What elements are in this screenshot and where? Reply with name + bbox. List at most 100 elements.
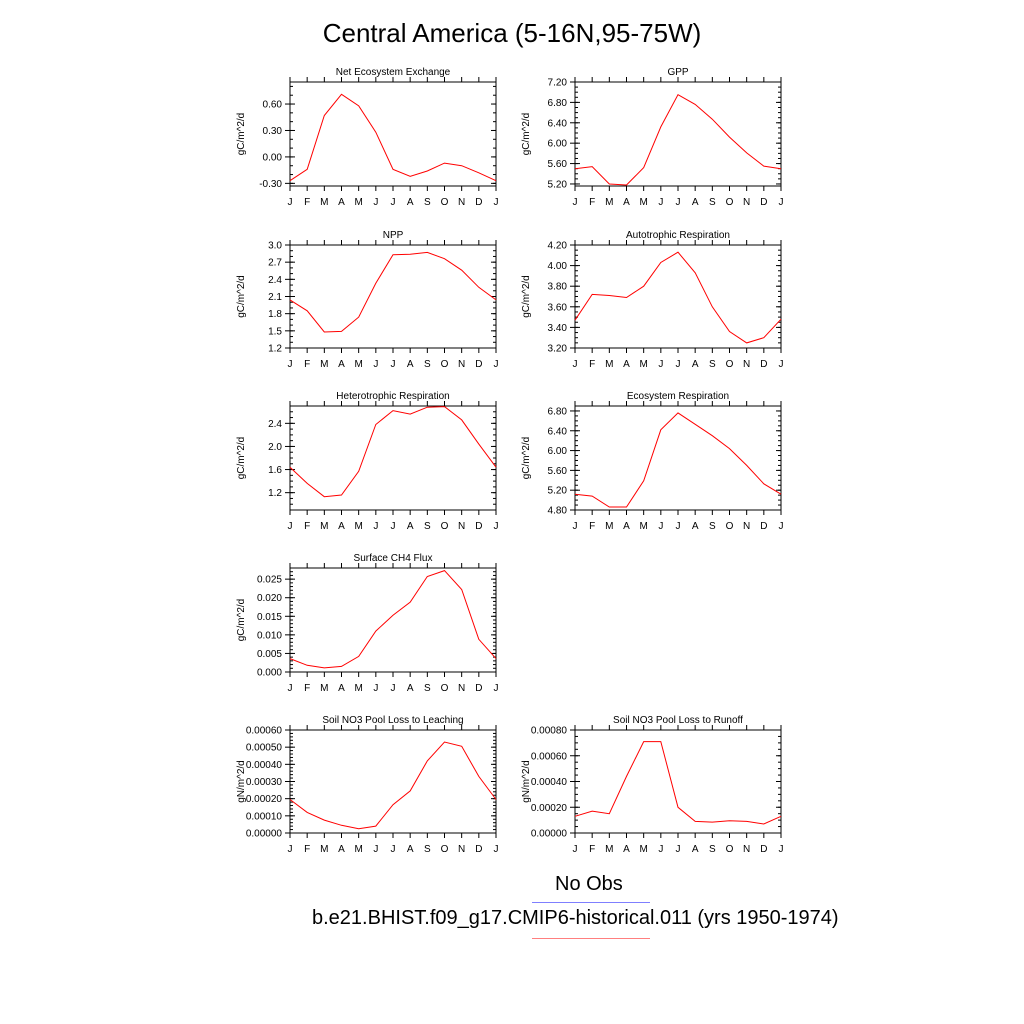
y-tick-label: 0.30: [263, 126, 283, 137]
x-tick-label: S: [424, 197, 431, 208]
x-tick-label: M: [320, 197, 328, 208]
y-tick-label: 5.60: [548, 159, 568, 170]
y-tick-label: 0.025: [257, 575, 282, 586]
y-tick-label: 3.80: [548, 282, 568, 293]
x-tick-label: M: [354, 197, 362, 208]
x-tick-label: A: [623, 359, 630, 370]
x-tick-label: J: [573, 844, 578, 855]
x-tick-label: J: [373, 359, 378, 370]
y-tick-label: 6.00: [548, 446, 568, 457]
plot-frame: [289, 81, 497, 187]
chart-panel-6: Ecosystem Respiration gC/m^2/d 6.80 6.40 6.0…: [521, 391, 784, 532]
y-tick-label: 0.00000: [246, 829, 283, 840]
y-tick-label: 2.0: [268, 442, 282, 453]
y-tick-label: 0.00030: [246, 777, 283, 788]
chart-title: Soil NO3 Pool Loss to Leaching: [322, 715, 463, 726]
x-tick-label: J: [391, 521, 396, 532]
x-tick-label: M: [354, 521, 362, 532]
plot-frame: [574, 729, 782, 834]
x-tick-label: A: [692, 197, 699, 208]
x-tick-label: J: [658, 197, 663, 208]
x-tick-label: N: [743, 521, 750, 532]
x-tick-label: D: [475, 197, 482, 208]
y-tick-label: 7.20: [548, 78, 568, 89]
x-tick-label: M: [320, 521, 328, 532]
y-tick-label: 0.60: [263, 100, 283, 111]
y-tick-label: 3.60: [548, 302, 568, 313]
legend-model-line: [532, 938, 650, 939]
y-tick-label: 3.0: [268, 241, 282, 252]
chart-title: Surface CH4 Flux: [354, 553, 433, 564]
x-tick-label: N: [458, 359, 465, 370]
x-tick-label: A: [623, 844, 630, 855]
plot-frame: [574, 244, 782, 349]
y-tick-label: 6.00: [548, 139, 568, 150]
x-tick-label: M: [605, 197, 613, 208]
legend-obs-label: No Obs: [555, 873, 623, 895]
x-tick-label: J: [494, 521, 499, 532]
x-tick-label: J: [573, 359, 578, 370]
x-tick-label: J: [779, 197, 784, 208]
y-axis-label: gC/m^2/d: [521, 113, 532, 156]
y-axis-label: gC/m^2/d: [521, 437, 532, 480]
y-tick-label: 0.010: [257, 630, 282, 641]
x-tick-label: J: [494, 844, 499, 855]
x-tick-label: F: [589, 844, 595, 855]
x-tick-label: N: [458, 521, 465, 532]
chart-title: NPP: [383, 230, 404, 241]
x-tick-label: O: [441, 844, 449, 855]
x-tick-label: A: [692, 521, 699, 532]
x-tick-label: S: [424, 683, 431, 694]
y-tick-label: 0.015: [257, 612, 282, 623]
y-axis-label: gN/m^2/d: [236, 760, 247, 803]
y-tick-label: 5.20: [548, 486, 568, 497]
legend-model-label: b.e21.BHIST.f09_g17.CMIP6-historical.011…: [312, 907, 839, 929]
y-tick-label: -0.30: [259, 179, 282, 190]
x-tick-label: J: [373, 197, 378, 208]
chart-panel-4: Autotrophic Respiration gC/m^2/d 4.20 4.00 3…: [521, 230, 784, 370]
y-tick-label: 1.6: [268, 465, 282, 476]
x-tick-label: J: [676, 844, 681, 855]
x-tick-label: J: [676, 521, 681, 532]
chart-panel-8: Soil NO3 Pool Loss to LeachinggN/m^2/d0.…: [236, 715, 499, 855]
x-tick-label: D: [475, 683, 482, 694]
x-tick-label: A: [692, 844, 699, 855]
x-tick-label: D: [760, 844, 767, 855]
x-tick-label: J: [494, 359, 499, 370]
x-tick-label: J: [391, 359, 396, 370]
y-tick-label: 0.00040: [531, 777, 568, 788]
x-tick-label: J: [373, 844, 378, 855]
x-tick-label: O: [441, 683, 449, 694]
x-tick-label: N: [743, 359, 750, 370]
y-axis-label: gC/m^2/d: [236, 275, 247, 318]
y-tick-label: 2.7: [268, 258, 282, 269]
x-tick-label: A: [407, 683, 414, 694]
x-tick-label: F: [589, 521, 595, 532]
x-tick-label: O: [726, 197, 734, 208]
x-tick-label: M: [639, 197, 647, 208]
plot-frame: [289, 729, 497, 834]
y-tick-label: 0.00: [263, 152, 283, 163]
x-tick-label: F: [304, 521, 310, 532]
x-tick-label: A: [407, 844, 414, 855]
x-tick-label: O: [441, 197, 449, 208]
x-tick-label: A: [692, 359, 699, 370]
x-tick-label: J: [373, 683, 378, 694]
x-tick-label: J: [494, 197, 499, 208]
x-tick-label: J: [779, 521, 784, 532]
x-tick-label: S: [424, 844, 431, 855]
x-tick-label: A: [338, 683, 345, 694]
x-tick-label: J: [573, 521, 578, 532]
x-tick-label: M: [639, 359, 647, 370]
y-tick-label: 0.000: [257, 668, 282, 679]
y-tick-label: 1.5: [268, 326, 282, 337]
series-line: [289, 251, 497, 333]
x-tick-label: N: [458, 197, 465, 208]
chart-panel-9: Soil NO3 Pool Loss to RunoffgN/m^2/d0.00…: [521, 715, 784, 855]
chart-title: Soil NO3 Pool Loss to Runoff: [613, 715, 743, 726]
x-tick-label: J: [676, 359, 681, 370]
x-tick-label: N: [743, 197, 750, 208]
x-tick-label: J: [288, 844, 293, 855]
x-tick-label: M: [639, 521, 647, 532]
x-tick-label: O: [726, 844, 734, 855]
